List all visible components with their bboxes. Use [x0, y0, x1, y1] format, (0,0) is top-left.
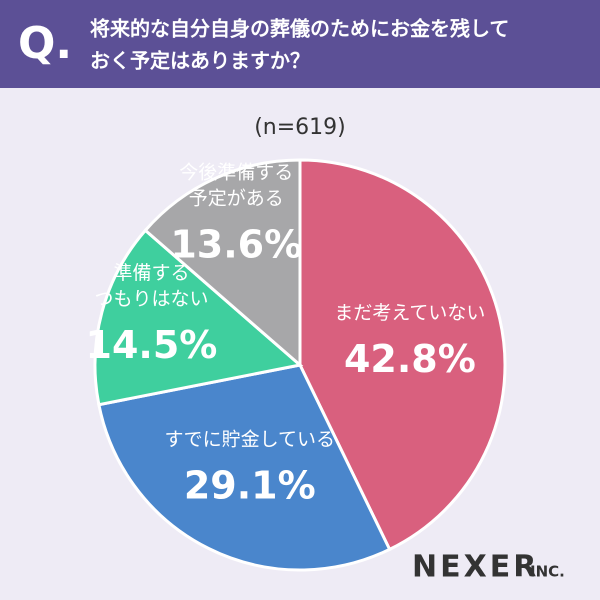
slice-label: つもりはない	[94, 288, 208, 310]
slice-label: すでに貯金している	[164, 428, 335, 450]
slice-label: 予定がある	[189, 188, 284, 210]
pie-slice	[93, 228, 304, 407]
slice-label: まだ考えていない	[334, 302, 485, 324]
title-line: 将来的な自分自身の葬儀のためにお金を残して	[90, 17, 509, 41]
pie-slice	[97, 363, 392, 572]
title-line: おく予定はありますか？	[90, 49, 310, 73]
value-label: 29.1%	[184, 463, 316, 507]
value-label: 42.8%	[344, 337, 476, 381]
logo-suffix: INC.	[530, 563, 565, 581]
subtitle: (n=619)	[254, 115, 346, 140]
value-label: 14.5%	[86, 323, 218, 367]
header	[0, 0, 600, 88]
slice-label: 準備する	[113, 262, 189, 284]
value-label: 13.6%	[170, 223, 302, 267]
pie-slice	[298, 158, 507, 552]
logo-name: NEXER	[412, 550, 539, 585]
question-mark: Q.	[18, 18, 72, 69]
pie-slice	[143, 158, 302, 369]
slice-label: 今後準備する	[179, 162, 293, 184]
